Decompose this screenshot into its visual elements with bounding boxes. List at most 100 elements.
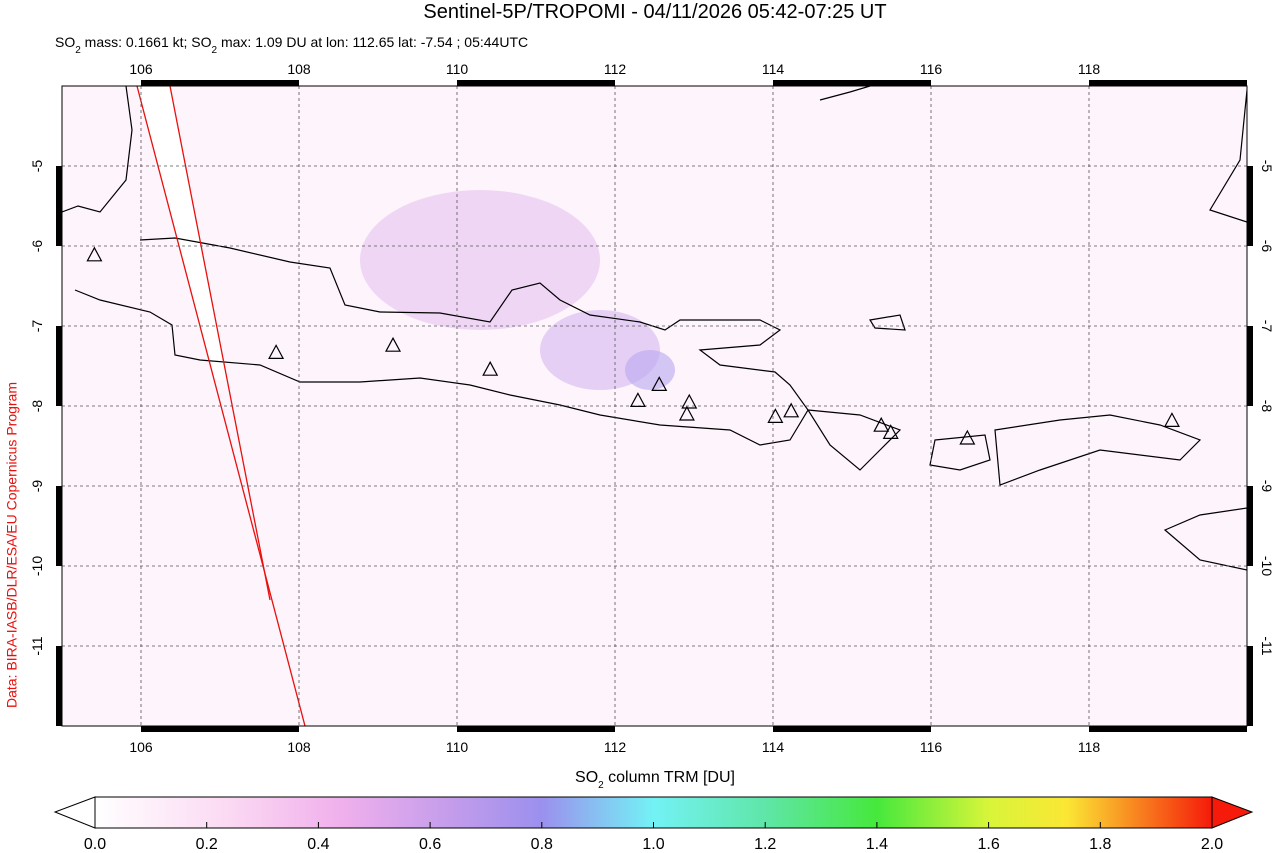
lon-label: 116 — [920, 739, 943, 755]
volcano — [268, 344, 285, 359]
text-part: column TRM [DU] — [604, 769, 735, 786]
frame-scale — [56, 80, 1253, 732]
subtitle: SO2 mass: 0.1661 kt; SO2 max: 1.09 DU at… — [55, 34, 528, 56]
lat-label: -9 — [1259, 480, 1272, 493]
frame-segment — [457, 726, 615, 732]
lat-label: -6 — [1259, 240, 1272, 253]
text-part: max: 1.09 DU at lon: 112.65 lat: -7.54 ;… — [217, 34, 528, 50]
volcano — [882, 424, 899, 439]
lon-label: 112 — [604, 739, 627, 755]
lat-label: -8 — [29, 400, 45, 413]
grid — [62, 86, 1247, 726]
lon-label: 110 — [446, 739, 469, 755]
colorbar-tick-label: 0.8 — [531, 836, 553, 853]
volcano — [783, 402, 800, 418]
colorbar-label: SO2 column TRM [DU] — [575, 769, 735, 791]
frame-segment — [1247, 326, 1253, 406]
subscript: 2 — [598, 780, 604, 791]
colorbar-tick-label: 1.6 — [977, 836, 999, 853]
coast — [819, 86, 871, 101]
swath-gap — [137, 86, 228, 380]
colorbar-tick-label: 0.2 — [196, 836, 218, 853]
frame-segment — [141, 80, 299, 86]
lon-label: 106 — [129, 739, 153, 755]
coast — [994, 414, 1202, 486]
lat-label: -6 — [29, 240, 45, 253]
frame-segment — [1247, 166, 1253, 246]
frame-segment — [56, 646, 62, 726]
frame-segment — [1247, 646, 1253, 726]
lat-label: -5 — [29, 160, 45, 173]
lon-label: 108 — [287, 61, 311, 77]
colorbar-tick-label: 2.0 — [1201, 836, 1223, 853]
coast — [62, 86, 133, 213]
volcano — [86, 246, 103, 262]
map-background — [62, 86, 1247, 726]
lon-label: 112 — [604, 61, 627, 77]
colorbar-tick-label: 0.6 — [419, 836, 441, 853]
frame-segment — [141, 726, 299, 732]
frame-segment — [457, 80, 615, 86]
map-area — [62, 86, 1247, 726]
lon-label: 114 — [762, 61, 785, 77]
coast — [1163, 507, 1247, 571]
coast — [74, 237, 809, 446]
title: Sentinel-5P/TROPOMI - 04/11/2026 05:42-0… — [423, 1, 886, 23]
frame-segment — [773, 80, 931, 86]
lat-label: -10 — [1259, 556, 1272, 576]
colorbar-under — [53, 796, 96, 829]
lat-label: -10 — [29, 556, 45, 576]
lat-label: -11 — [29, 636, 45, 655]
volcano — [1163, 412, 1180, 427]
volcano — [678, 405, 695, 421]
frame-segment — [56, 486, 62, 566]
lon-label: 108 — [287, 739, 311, 755]
colorbar-tick-label: 0.0 — [84, 836, 106, 853]
subscript: 2 — [212, 45, 218, 56]
axis-labels: 106 106 108 108 110 110 112 112 114 114 116 116 118 1… — [29, 61, 1272, 755]
coast — [869, 314, 906, 331]
lon-label: 110 — [446, 61, 469, 77]
lon-label: 118 — [1078, 739, 1101, 755]
colorbar-tick-label: 1.8 — [1089, 836, 1111, 853]
volcano — [959, 429, 976, 445]
so2-plume — [360, 190, 600, 330]
colorbar-tick-label: 0.4 — [307, 836, 329, 853]
volcanoes — [86, 246, 1180, 445]
lat-label: -11 — [1259, 636, 1272, 655]
text-part: mass: 0.1661 kt; SO — [81, 34, 212, 50]
coast — [1209, 89, 1247, 223]
text-part: SO — [55, 34, 75, 50]
colorbar-tick-label: 1.2 — [754, 836, 776, 853]
colorbar-tick-label: 1.0 — [642, 836, 664, 853]
credit: Data: BIRA-IASB/DLR/ESA/EU Copernicus Pr… — [4, 382, 20, 708]
frame-segment — [1247, 486, 1253, 566]
lon-label: 114 — [762, 739, 785, 755]
volcano — [629, 392, 646, 407]
frame-segment — [1089, 80, 1247, 86]
volcano — [385, 336, 402, 352]
coast — [806, 409, 902, 471]
volcano — [482, 360, 499, 376]
lat-label: -7 — [1259, 320, 1272, 333]
lat-label: -5 — [1259, 160, 1272, 173]
lon-label: 118 — [1078, 61, 1101, 77]
frame-segment — [773, 726, 931, 732]
coastlines — [62, 86, 1247, 571]
colorbar-over — [1211, 796, 1254, 829]
lon-label: 106 — [129, 61, 153, 77]
lat-label: -8 — [1259, 400, 1272, 413]
text-part: SO — [575, 769, 598, 786]
subscript: 2 — [75, 45, 81, 56]
frame-segment — [1089, 726, 1247, 732]
swath-edge — [169, 86, 271, 601]
lon-label: 116 — [920, 61, 943, 77]
lat-label: -7 — [29, 320, 45, 333]
volcano — [873, 416, 890, 432]
volcano — [767, 408, 784, 423]
colorbar: 0.0 0.2 0.4 0.6 0.8 1.0 1.2 1.4 1.6 1.8 2.0 — [53, 796, 1254, 853]
frame-segment — [56, 326, 62, 406]
colorbar-tick-label: 1.4 — [866, 836, 888, 853]
volcano — [651, 376, 668, 391]
